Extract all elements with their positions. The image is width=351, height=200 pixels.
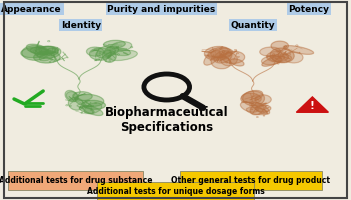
Text: Additional tests for drug substance: Additional tests for drug substance xyxy=(0,176,152,185)
FancyBboxPatch shape xyxy=(8,171,143,190)
Polygon shape xyxy=(79,106,94,114)
Polygon shape xyxy=(66,92,78,100)
Polygon shape xyxy=(246,107,267,115)
Polygon shape xyxy=(30,46,59,54)
Polygon shape xyxy=(260,47,280,56)
Polygon shape xyxy=(104,40,125,48)
Polygon shape xyxy=(110,48,131,56)
Polygon shape xyxy=(68,98,84,110)
Polygon shape xyxy=(283,46,313,54)
Polygon shape xyxy=(296,97,329,112)
Polygon shape xyxy=(102,50,116,62)
Polygon shape xyxy=(255,95,271,104)
Polygon shape xyxy=(104,46,119,56)
Text: Identity: Identity xyxy=(61,21,101,29)
Polygon shape xyxy=(220,53,237,66)
Polygon shape xyxy=(83,106,103,115)
Polygon shape xyxy=(241,93,261,103)
Polygon shape xyxy=(252,102,270,114)
Polygon shape xyxy=(272,54,291,62)
Text: !: ! xyxy=(310,101,315,111)
Polygon shape xyxy=(256,105,271,112)
Text: Appearance: Appearance xyxy=(1,4,62,14)
Polygon shape xyxy=(73,92,92,101)
FancyBboxPatch shape xyxy=(180,171,322,190)
Polygon shape xyxy=(39,53,54,61)
Text: Biopharmaceutical
Specifications: Biopharmaceutical Specifications xyxy=(105,106,229,134)
Polygon shape xyxy=(26,44,49,55)
Polygon shape xyxy=(34,51,60,63)
Text: Purity and impurities: Purity and impurities xyxy=(107,4,216,14)
Polygon shape xyxy=(22,46,47,60)
Polygon shape xyxy=(21,47,47,58)
Polygon shape xyxy=(108,50,137,60)
Polygon shape xyxy=(222,51,245,63)
Polygon shape xyxy=(65,90,78,102)
Polygon shape xyxy=(266,51,289,62)
Polygon shape xyxy=(82,100,105,109)
Polygon shape xyxy=(86,47,104,56)
FancyBboxPatch shape xyxy=(97,182,254,200)
Polygon shape xyxy=(208,47,228,58)
Polygon shape xyxy=(271,41,289,51)
Text: Potency: Potency xyxy=(289,4,329,14)
Polygon shape xyxy=(284,52,303,63)
Polygon shape xyxy=(46,48,58,56)
Polygon shape xyxy=(39,46,56,54)
Polygon shape xyxy=(270,48,294,63)
Polygon shape xyxy=(85,103,102,114)
Polygon shape xyxy=(97,46,115,58)
Text: Other general tests for drug product: Other general tests for drug product xyxy=(172,176,330,185)
Polygon shape xyxy=(261,56,282,65)
Text: Additional tests for unique dosage forms: Additional tests for unique dosage forms xyxy=(87,186,264,196)
Polygon shape xyxy=(240,102,258,112)
Polygon shape xyxy=(204,51,220,65)
Polygon shape xyxy=(262,56,284,66)
Polygon shape xyxy=(35,46,61,58)
Polygon shape xyxy=(250,104,264,115)
Polygon shape xyxy=(211,56,231,69)
Polygon shape xyxy=(243,91,264,106)
Polygon shape xyxy=(111,42,132,51)
Polygon shape xyxy=(75,94,104,106)
Polygon shape xyxy=(90,48,111,60)
Polygon shape xyxy=(211,48,233,58)
Text: Quantity: Quantity xyxy=(230,21,275,29)
Polygon shape xyxy=(204,46,232,60)
Polygon shape xyxy=(214,51,232,63)
Polygon shape xyxy=(230,59,244,66)
Polygon shape xyxy=(241,90,263,102)
